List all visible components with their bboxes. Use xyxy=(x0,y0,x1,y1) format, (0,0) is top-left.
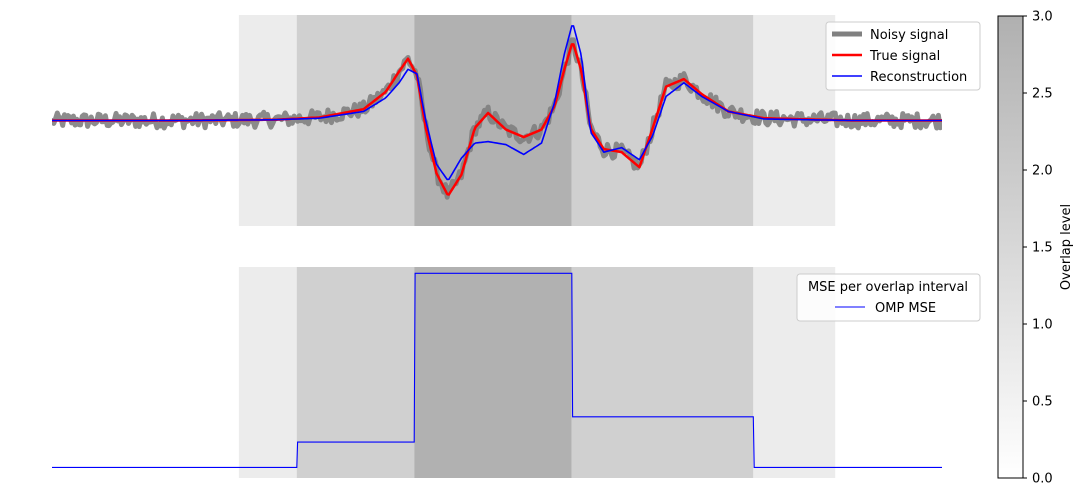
reconstruction-line xyxy=(52,25,942,181)
overlap-region-4 xyxy=(571,15,754,226)
overlap-region-3 xyxy=(414,267,572,478)
colorbar-tick-label: 1.0 xyxy=(1032,318,1053,333)
legend-label-recon: Reconstruction xyxy=(870,70,967,85)
overlap-region-1 xyxy=(238,267,297,478)
bottom-panel: MSE per overlap interval OMP MSE xyxy=(52,267,981,478)
top-legend-box xyxy=(825,21,981,91)
colorbar: 0.0 0.5 1.0 1.5 2.0 2.5 3.0 Overlap level xyxy=(997,10,1074,487)
legend-title-mse: MSE per overlap interval xyxy=(808,280,968,295)
overlap-region-2 xyxy=(296,15,415,226)
colorbar-tick-label: 1.5 xyxy=(1032,241,1053,256)
noisy-signal-line xyxy=(52,37,942,200)
legend-label-noisy: Noisy signal xyxy=(870,28,948,43)
colorbar-tick-label: 3.0 xyxy=(1032,10,1053,25)
overlap-region-2 xyxy=(296,267,415,478)
bottom-legend-box xyxy=(796,273,981,322)
bottom-overlap-regions xyxy=(238,267,836,478)
top-panel: Noisy signal True signal Reconstruction xyxy=(52,15,981,226)
overlap-region-4 xyxy=(571,267,754,478)
colorbar-ticks: 0.0 0.5 1.0 1.5 2.0 2.5 3.0 xyxy=(1023,10,1053,487)
legend-label-mse: OMP MSE xyxy=(875,301,936,316)
colorbar-tick-label: 2.5 xyxy=(1032,87,1053,102)
bottom-legend: MSE per overlap interval OMP MSE xyxy=(796,273,981,322)
legend-label-true: True signal xyxy=(869,49,940,64)
colorbar-label: Overlap level xyxy=(1059,204,1074,290)
colorbar-gradient xyxy=(997,15,1024,479)
colorbar-tick-label: 2.0 xyxy=(1032,164,1053,179)
colorbar-tick-label: 0.0 xyxy=(1032,472,1053,487)
top-legend: Noisy signal True signal Reconstruction xyxy=(825,21,981,91)
colorbar-tick-label: 0.5 xyxy=(1032,395,1053,410)
omp-mse-line xyxy=(52,272,942,468)
